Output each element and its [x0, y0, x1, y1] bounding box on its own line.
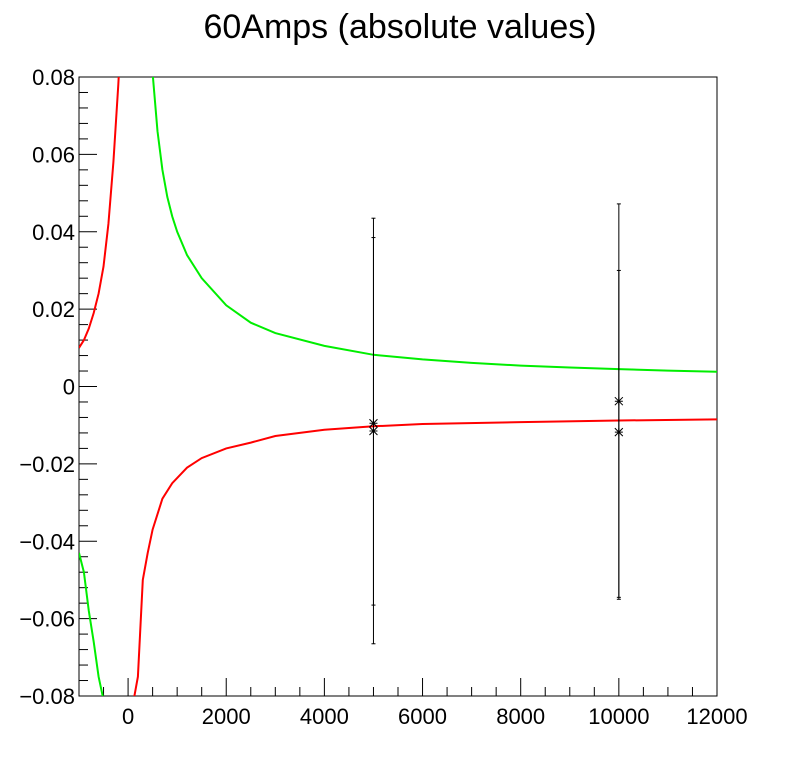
series-1-line: [79, 77, 120, 349]
x-tick-label: 2000: [202, 704, 251, 729]
series-1-line: [133, 418, 717, 696]
y-tick-label: −0.08: [19, 684, 75, 709]
x-tick-label: 0: [122, 704, 134, 729]
y-tick-label: 0.02: [32, 297, 75, 322]
x-tick-label: 8000: [496, 704, 545, 729]
x-tick-label: 6000: [398, 704, 447, 729]
data-point: [614, 427, 624, 437]
y-tick-label: 0.06: [32, 142, 75, 167]
x-tick-label: 4000: [300, 704, 349, 729]
x-tick-label: 10000: [588, 704, 649, 729]
axes: 0 2000 4000 6000 8000 10000 12000 −0.08 −0.06 −0.…: [19, 65, 747, 729]
plot-frame: [78, 76, 718, 697]
x-tick-label: 12000: [686, 704, 747, 729]
y-tick-label: −0.02: [19, 452, 75, 477]
plot-area: [79, 77, 717, 696]
series-2-line: [151, 77, 717, 373]
y-tick-label: 0: [63, 375, 75, 400]
y-tick-label: 0.04: [32, 220, 75, 245]
y-tick-label: −0.04: [19, 529, 75, 554]
series-2-line: [79, 552, 104, 696]
y-tick-label: −0.06: [19, 607, 75, 632]
y-tick-label: 0.08: [32, 65, 75, 90]
data-point: [369, 426, 378, 436]
chart-title: 60Amps (absolute values): [203, 8, 596, 46]
